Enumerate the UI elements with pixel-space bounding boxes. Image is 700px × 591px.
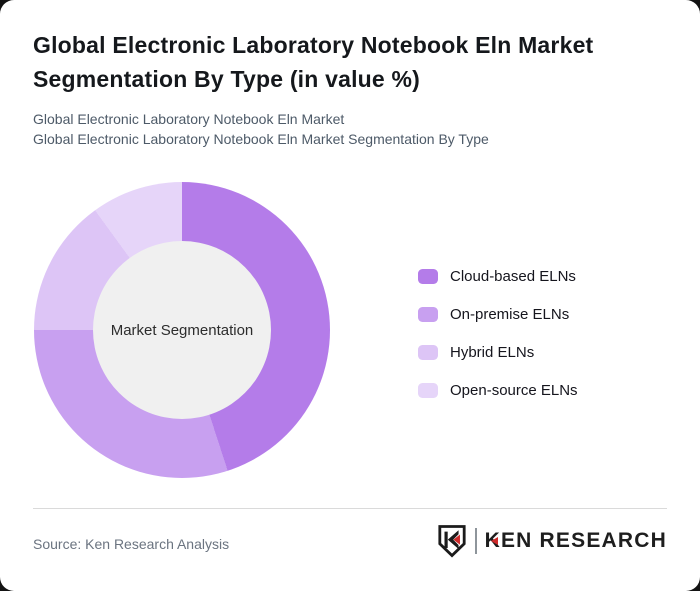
legend-item-hybrid: Hybrid ELNs bbox=[418, 342, 578, 362]
legend-swatch bbox=[418, 344, 438, 360]
legend-item-on-premise: On-premise ELNs bbox=[418, 304, 578, 324]
legend-label: Cloud-based ELNs bbox=[450, 267, 576, 285]
subtitle-block: Global Electronic Laboratory Notebook El… bbox=[33, 110, 673, 149]
legend-item-cloud-based: Cloud-based ELNs bbox=[418, 266, 578, 286]
legend-label: Open-source ELNs bbox=[450, 381, 578, 399]
logo-divider bbox=[474, 528, 477, 554]
source-text: Source: Ken Research Analysis bbox=[33, 536, 230, 552]
donut-center: Market Segmentation bbox=[93, 241, 271, 419]
logo-text: KEN RESEARCH bbox=[484, 529, 667, 552]
chart-legend: Cloud-based ELNs On-premise ELNs Hybrid … bbox=[418, 266, 578, 400]
legend-swatch bbox=[418, 268, 438, 284]
ken-research-shield-icon bbox=[437, 525, 466, 558]
legend-item-open-source: Open-source ELNs bbox=[418, 380, 578, 400]
donut-chart: Market Segmentation bbox=[34, 182, 330, 478]
page-title: Global Electronic Laboratory Notebook El… bbox=[33, 32, 594, 92]
logo-wordmark: KEN RESEARCH bbox=[485, 529, 667, 553]
legend-label: On-premise ELNs bbox=[450, 305, 570, 323]
red-arrow-icon bbox=[490, 537, 498, 545]
subtitle-line-1: Global Electronic Laboratory Notebook El… bbox=[33, 111, 345, 127]
ken-research-logo: KEN RESEARCH bbox=[437, 522, 667, 560]
legend-label: Hybrid ELNs bbox=[450, 343, 535, 361]
legend-swatch bbox=[418, 306, 438, 322]
donut-center-label: Market Segmentation bbox=[110, 321, 254, 339]
legend-swatch bbox=[418, 382, 438, 398]
subtitle-line-2: Global Electronic Laboratory Notebook El… bbox=[33, 130, 489, 147]
footer-divider bbox=[33, 508, 667, 509]
